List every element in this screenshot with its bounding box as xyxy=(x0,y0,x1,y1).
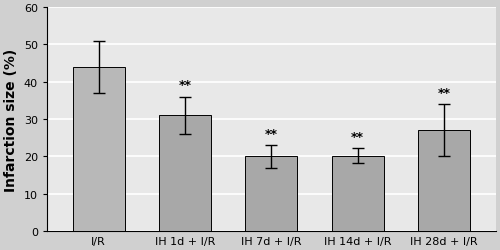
Bar xyxy=(418,131,470,231)
Bar xyxy=(332,156,384,231)
Bar xyxy=(73,68,124,231)
Text: **: ** xyxy=(438,86,450,99)
Y-axis label: Infarction size (%): Infarction size (%) xyxy=(4,48,18,191)
Bar xyxy=(159,116,211,231)
Text: **: ** xyxy=(178,79,192,92)
Bar xyxy=(246,157,298,231)
Text: **: ** xyxy=(265,127,278,140)
Text: **: ** xyxy=(351,130,364,143)
